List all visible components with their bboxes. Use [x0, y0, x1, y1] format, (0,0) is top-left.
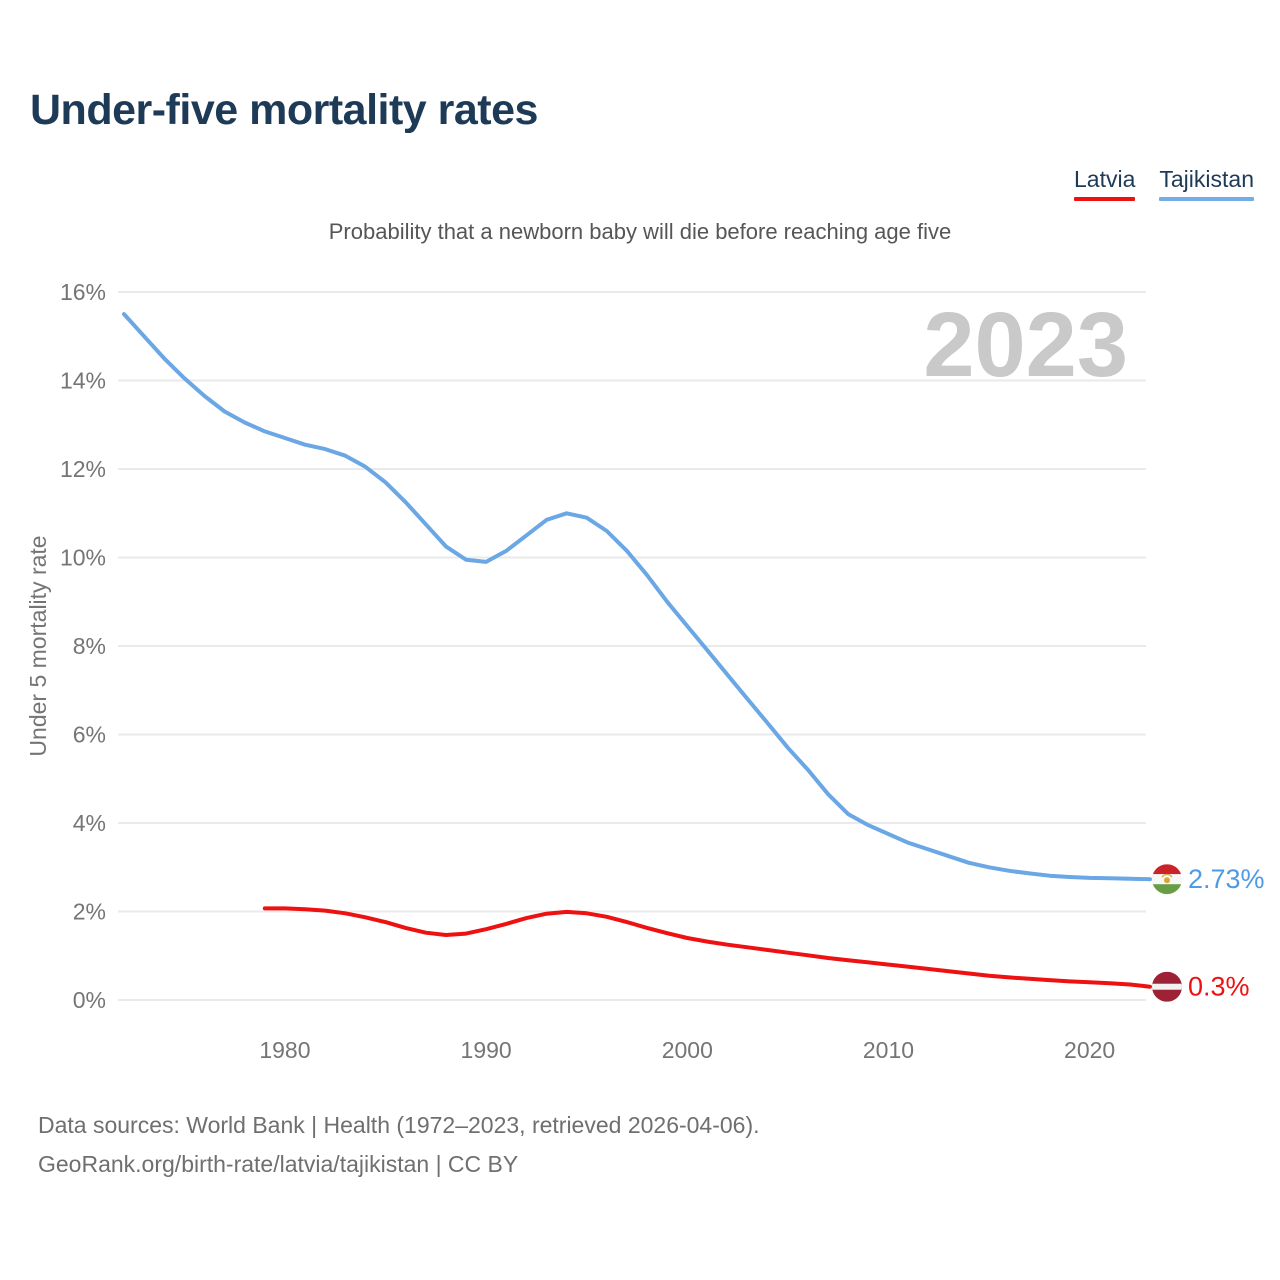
chart-subtitle: Probability that a newborn baby will die… [328, 219, 952, 244]
gridlines [118, 291, 1146, 1001]
footer: Data sources: World Bank | Health (1972–… [38, 1106, 760, 1184]
y-axis-tick-labels: 0% 2% 4% 6% 8% 10% 12% 14% 16% [60, 279, 106, 1013]
series-line-tajikistan [122, 312, 1152, 882]
y-tick-label: 12% [60, 456, 106, 482]
x-tick-label: 2000 [662, 1037, 713, 1063]
x-tick-label: 1980 [259, 1037, 310, 1063]
y-tick-label: 10% [60, 545, 106, 571]
series-end-value-latvia: 0.3% [1188, 972, 1250, 1002]
legend-item-tajikistan[interactable]: Tajikistan [1159, 166, 1254, 201]
series-lines [122, 312, 1152, 989]
x-tick-label: 1990 [461, 1037, 512, 1063]
y-tick-label: 0% [73, 987, 106, 1013]
legend-label-tajikistan: Tajikistan [1159, 166, 1254, 192]
y-axis-title: Under 5 mortality rate [25, 535, 51, 756]
footer-source-line: Data sources: World Bank | Health (1972–… [38, 1112, 760, 1138]
series-line-latvia [262, 906, 1152, 989]
page-title: Under-five mortality rates [30, 86, 538, 134]
legend-underline-tajikistan [1159, 197, 1254, 201]
flag-icon-tajikistan [1152, 864, 1182, 895]
legend-underline-latvia [1074, 197, 1136, 201]
footer-attribution-line: GeoRank.org/birth-rate/latvia/tajikistan… [38, 1151, 519, 1177]
series-end-value-tajikistan: 2.73% [1188, 864, 1265, 894]
flag-icon-latvia [1152, 971, 1182, 1002]
legend-label-latvia: Latvia [1074, 166, 1136, 192]
y-tick-label: 2% [73, 899, 106, 925]
year-watermark: 2023 [923, 294, 1128, 396]
y-tick-label: 8% [73, 633, 106, 659]
legend-item-latvia[interactable]: Latvia [1074, 166, 1136, 201]
x-axis-tick-labels: 1980 1990 2000 2010 2020 [259, 1037, 1115, 1063]
legend: Latvia Tajikistan [1074, 166, 1254, 201]
series-end-labels: 2.73% 0.3% [1152, 864, 1265, 1002]
y-tick-label: 6% [73, 722, 106, 748]
y-tick-label: 14% [60, 368, 106, 394]
y-tick-label: 16% [60, 279, 106, 305]
x-tick-label: 2020 [1064, 1037, 1115, 1063]
y-tick-label: 4% [73, 810, 106, 836]
x-tick-label: 2010 [863, 1037, 914, 1063]
